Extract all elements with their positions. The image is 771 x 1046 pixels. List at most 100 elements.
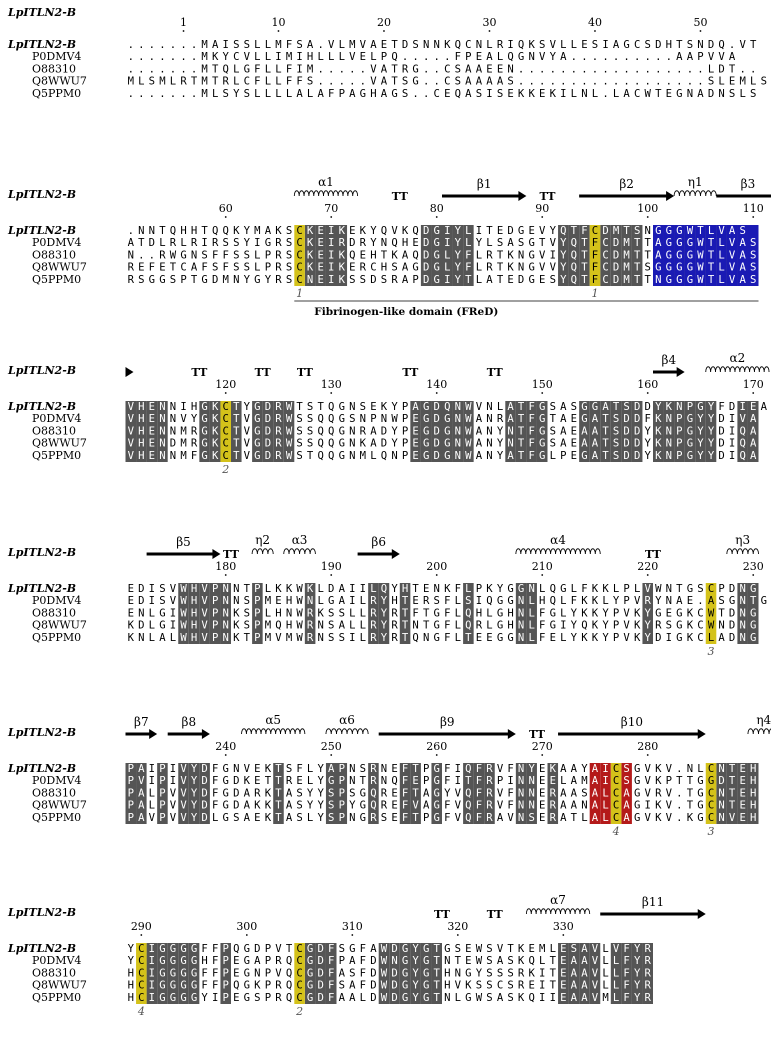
residue: L: [697, 763, 703, 775]
identical-column: [252, 401, 263, 462]
residue: W: [381, 955, 388, 967]
residue: G: [518, 225, 524, 237]
residue: G: [434, 632, 440, 644]
residue: N: [170, 401, 176, 413]
residue: V: [729, 237, 736, 249]
residue: V: [666, 800, 673, 812]
identical-column: [663, 401, 675, 462]
residue: .: [634, 51, 640, 63]
residue: T: [412, 812, 419, 824]
residue: D: [317, 992, 323, 1004]
strand-arrowhead: [149, 729, 158, 739]
residue: P: [339, 88, 345, 100]
residue: F: [149, 262, 155, 274]
residue: L: [339, 39, 345, 51]
residue: R: [370, 632, 377, 644]
tick-dot: [224, 216, 227, 218]
strand-arrowhead: [518, 191, 527, 201]
residue: .: [138, 88, 144, 100]
residue: N: [434, 39, 440, 51]
residue: G: [402, 980, 408, 992]
residue: W: [465, 401, 472, 413]
residue: D: [423, 274, 429, 286]
identical-column: [420, 943, 432, 1004]
ss-label: α2: [730, 351, 746, 365]
identical-column: [420, 401, 432, 462]
identical-column: [684, 401, 696, 462]
identical-column: [463, 225, 474, 286]
residue: E: [412, 595, 418, 607]
residue: E: [412, 237, 418, 249]
identical-column: [136, 401, 147, 462]
residue: M: [265, 595, 271, 607]
residue: K: [307, 249, 314, 261]
identical-column: [315, 225, 326, 286]
residue: I: [328, 262, 334, 274]
turn-label: TT: [402, 366, 419, 379]
residue: G: [750, 607, 756, 619]
residue: P: [687, 401, 693, 413]
residue: L: [360, 992, 366, 1004]
residue: A: [560, 812, 567, 824]
identical-column: [167, 943, 179, 1004]
residue: V: [244, 450, 251, 462]
residue: Q: [233, 980, 239, 992]
residue: G: [159, 943, 165, 955]
residue: T: [381, 249, 388, 261]
identical-column: [589, 401, 601, 462]
residue: C: [223, 425, 229, 437]
residue: K: [550, 763, 557, 775]
residue: R: [275, 425, 282, 437]
residue: H: [476, 607, 482, 619]
residue: S: [507, 955, 513, 967]
residue: A: [592, 763, 599, 775]
residue: .: [645, 51, 651, 63]
residue: E: [539, 800, 545, 812]
residue: Y: [223, 51, 230, 63]
residue: A: [138, 787, 145, 799]
residue: G: [507, 583, 513, 595]
residue: G: [180, 967, 186, 979]
residue: F: [444, 632, 450, 644]
residue: P: [265, 943, 271, 955]
residue: A: [592, 812, 599, 824]
residue: L: [592, 88, 598, 100]
residue: F: [539, 620, 545, 632]
residue: S: [307, 76, 313, 88]
residue: T: [634, 237, 641, 249]
residue: R: [370, 812, 377, 824]
residue: G: [223, 775, 229, 787]
residue: A: [486, 51, 493, 63]
residue: .: [613, 51, 619, 63]
residue: T: [423, 620, 430, 632]
cysteine-column: [294, 943, 305, 1004]
residue: .: [592, 51, 598, 63]
residue: N: [666, 450, 672, 462]
residue: P: [159, 812, 165, 824]
residue: I: [476, 595, 482, 607]
residue: Q: [412, 225, 418, 237]
residue: G: [423, 980, 429, 992]
block-title: LpITLN2-B: [7, 726, 76, 739]
residue: T: [623, 225, 630, 237]
residue: N: [666, 583, 672, 595]
residue: R: [307, 632, 314, 644]
residue: Q: [412, 249, 418, 261]
residue: N: [223, 620, 229, 632]
identical-column: [325, 763, 337, 824]
residue: Y: [412, 992, 419, 1004]
cysteine-column: [705, 763, 717, 824]
identical-column: [209, 583, 221, 644]
identical-column: [547, 763, 559, 824]
residue: M: [201, 51, 207, 63]
residue: Y: [602, 607, 609, 619]
residue: G: [170, 992, 176, 1004]
residue: I: [149, 583, 155, 595]
residue: D: [201, 775, 207, 787]
residue: E: [550, 632, 556, 644]
residue: D: [623, 450, 629, 462]
residue: A: [476, 413, 483, 425]
residue: Y: [528, 763, 535, 775]
residue: Q: [571, 262, 577, 274]
residue: E: [412, 413, 418, 425]
